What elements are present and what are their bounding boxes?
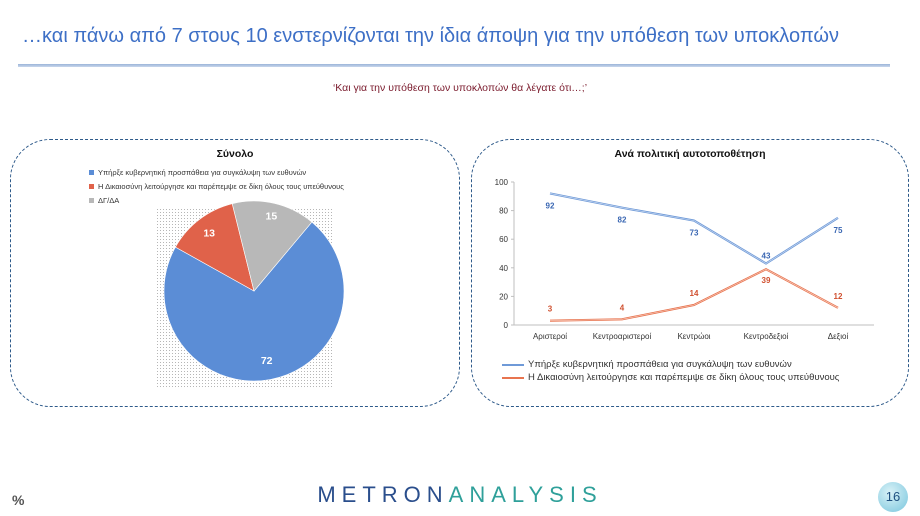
title-divider: [18, 64, 890, 67]
data-label: 43: [762, 252, 771, 261]
data-label: 14: [690, 289, 699, 298]
line-chart: 0 20 40 60 80 100 Αριστεροί Κεντροαριστεροί Κεντ…: [495, 178, 874, 341]
pie-slice: [175, 203, 255, 292]
data-label: 12: [834, 292, 843, 301]
x-tick-label: Κεντροδεξιοί: [744, 332, 789, 341]
data-label: 92: [546, 201, 555, 210]
pie-slice: [163, 221, 345, 382]
legend-line: [502, 376, 524, 379]
legend-line: [502, 363, 524, 366]
data-label: 3: [548, 305, 553, 314]
legend-swatch: [89, 169, 94, 175]
line-legend: Υπήρξε κυβερνητική προσπάθεια για συγκάλ…: [502, 358, 839, 384]
pie-slice: [231, 200, 313, 292]
y-tick-label: 60: [499, 235, 508, 244]
pie-chart-panel: Σύνολο Υπήρξε κυβερνητική προσπάθεια για…: [10, 139, 460, 407]
line-chart-panel: Ανά πολιτική αυτοτοποθέτηση 0 20 40 60 80 100…: [471, 139, 909, 407]
legend-swatch: [89, 197, 94, 203]
pie-chart: 72 13 15: [163, 200, 345, 382]
data-label: 73: [690, 229, 699, 238]
page-number-badge: 16: [878, 482, 908, 512]
pie-legend-item: Υπήρξε κυβερνητική προσπάθεια για συγκάλ…: [89, 165, 344, 179]
pie-value-label: 13: [203, 227, 215, 239]
x-tick-label: Κεντρώοι: [677, 332, 710, 341]
legend-label: ΔΓ/ΔΑ: [98, 195, 120, 205]
pie-legend-item: ΔΓ/ΔΑ: [89, 193, 344, 207]
x-tick-label: Δεξιοί: [828, 332, 849, 341]
percent-sign: %: [12, 492, 25, 508]
legend-label: Υπήρξε κυβερνητική προσπάθεια για συγκάλ…: [528, 359, 792, 370]
logo-tail: ANALYSIS: [448, 482, 603, 507]
metron-analysis-logo: METRONANALYSIS: [0, 482, 920, 508]
y-tick-label: 80: [499, 207, 508, 216]
series-line-highlight: [549, 268, 839, 321]
y-tick-label: 100: [495, 178, 509, 187]
line-legend-item: Υπήρξε κυβερνητική προσπάθεια για συγκάλ…: [502, 358, 839, 371]
pie-legend-item: Η Δικαιοσύνη λειτούργησε και παρέπεμψε σ…: [89, 179, 344, 193]
page-title: …και πάνω από 7 στους 10 ενστερνίζονται …: [22, 25, 839, 47]
pie-value-label: 72: [261, 355, 273, 367]
data-label: 82: [618, 216, 627, 225]
data-label: 4: [620, 303, 625, 312]
survey-question: ‘Και για την υπόθεση των υποκλοπών θα λέ…: [332, 82, 588, 94]
legend-label: Υπήρξε κυβερνητική προσπάθεια για συγκάλ…: [98, 167, 307, 177]
pie-legend: Υπήρξε κυβερνητική προσπάθεια για συγκάλ…: [89, 165, 344, 207]
y-tick-label: 40: [499, 264, 508, 273]
series-line-highlight: [549, 193, 839, 264]
data-label: 75: [834, 226, 843, 235]
data-label: 39: [762, 276, 771, 285]
x-tick-label: Αριστεροί: [533, 332, 567, 341]
logo-main: METRON: [317, 482, 449, 507]
x-tick-label: Κεντροαριστεροί: [593, 332, 652, 341]
line-chart-title: Ανά πολιτική αυτοτοποθέτηση: [614, 148, 766, 160]
y-tick-label: 0: [504, 321, 509, 330]
pie-value-label: 15: [266, 211, 278, 223]
line-legend-item: Η Δικαιοσύνη λειτούργησε και παρέπεμψε σ…: [502, 371, 839, 384]
y-tick-label: 20: [499, 292, 508, 301]
legend-label: Η Δικαιοσύνη λειτούργησε και παρέπεμψε σ…: [98, 181, 344, 191]
pie-chart-title: Σύνολο: [216, 148, 254, 160]
legend-label: Η Δικαιοσύνη λειτούργησε και παρέπεμψε σ…: [528, 372, 840, 383]
legend-swatch: [89, 183, 94, 189]
